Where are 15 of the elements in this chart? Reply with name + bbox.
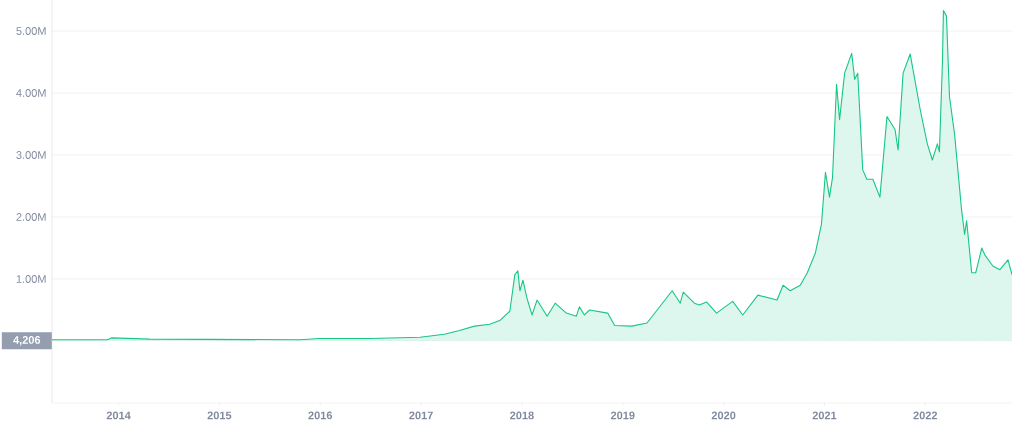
x-tick-label: 2015 bbox=[207, 411, 232, 420]
x-tick-label: 2018 bbox=[510, 411, 534, 420]
x-tick-label: 2019 bbox=[610, 411, 635, 420]
ref-line-label: 4,206 bbox=[13, 336, 41, 346]
y-tick-label: 5.00M bbox=[16, 27, 46, 35]
y-tick-label: 1.00M bbox=[16, 275, 46, 283]
y-tick-label: 4.00M bbox=[16, 89, 46, 97]
x-tick-label: 2014 bbox=[106, 411, 131, 420]
x-tick-label: 2020 bbox=[711, 411, 736, 420]
y-tick-label: 2.00M bbox=[16, 213, 46, 221]
x-tick-label: 2021 bbox=[812, 411, 837, 420]
x-tick-label: 2017 bbox=[409, 411, 433, 420]
x-tick-label: 2022 bbox=[913, 411, 938, 420]
y-tick-label: 3.00M bbox=[16, 151, 46, 159]
x-tick-label: 2016 bbox=[308, 411, 333, 420]
